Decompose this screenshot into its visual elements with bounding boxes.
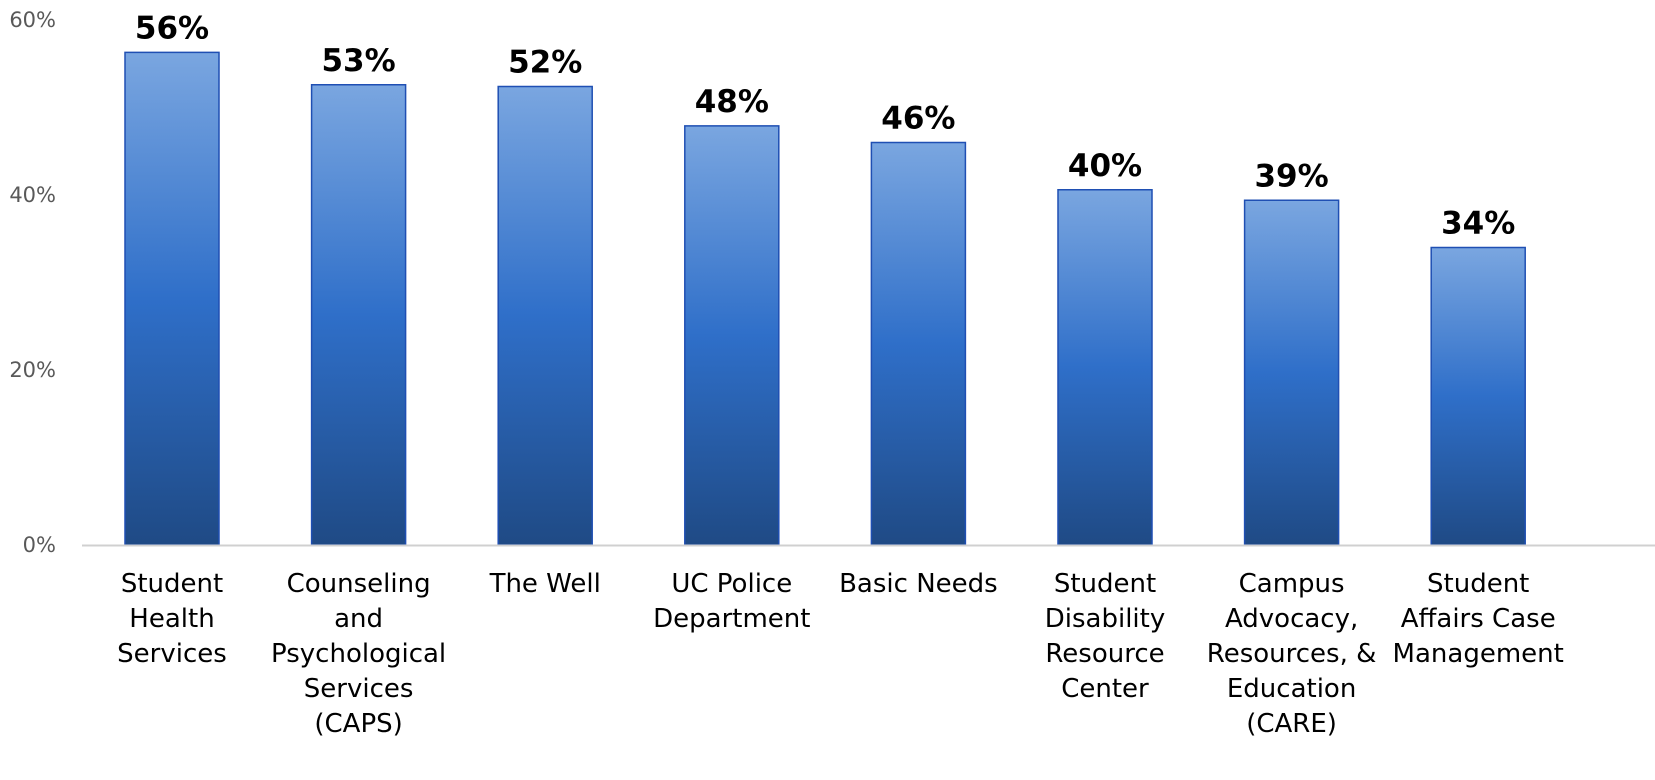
x-axis-labels: Student Health Services Counseling and Psycho… bbox=[117, 569, 1564, 739]
y-tick-label: 40% bbox=[9, 183, 56, 207]
bar bbox=[1243, 199, 1340, 546]
bar bbox=[497, 85, 593, 546]
x-tick-label: Student Health Services bbox=[117, 569, 227, 669]
x-tick-label: The Well bbox=[489, 569, 601, 599]
data-labels: 56% 53% 52% 48% 46% 40% 39% 34% bbox=[135, 10, 1515, 241]
bar bbox=[870, 141, 967, 546]
bar bbox=[684, 125, 780, 546]
bars bbox=[124, 51, 1526, 546]
x-tick-label: Student Affairs Case Management bbox=[1393, 569, 1564, 669]
data-label: 53% bbox=[321, 43, 395, 79]
data-label: 34% bbox=[1441, 206, 1515, 242]
data-label: 46% bbox=[881, 101, 955, 137]
x-tick-label: Counseling and Psychological Services (CAPS) bbox=[271, 569, 446, 739]
bar bbox=[1057, 189, 1153, 546]
data-label: 39% bbox=[1254, 158, 1328, 194]
y-axis: 0% 20% 40% 60% bbox=[9, 8, 56, 557]
data-label: 48% bbox=[695, 84, 769, 120]
bar bbox=[1430, 246, 1526, 546]
data-label: 52% bbox=[508, 45, 582, 81]
y-tick-label: 20% bbox=[9, 358, 56, 382]
x-tick-label: Campus Advocacy, Resources, & Education (CAR… bbox=[1207, 569, 1377, 739]
y-tick-label: 0% bbox=[23, 533, 56, 557]
bar bbox=[310, 84, 407, 546]
x-tick-label: Basic Needs bbox=[839, 569, 998, 599]
y-tick-label: 60% bbox=[9, 8, 56, 32]
x-tick-label: Student Disability Resource Center bbox=[1045, 569, 1165, 704]
bar bbox=[124, 51, 220, 546]
data-label: 56% bbox=[135, 10, 209, 46]
data-label: 40% bbox=[1068, 148, 1142, 184]
x-tick-label: UC Police Department bbox=[653, 569, 810, 634]
